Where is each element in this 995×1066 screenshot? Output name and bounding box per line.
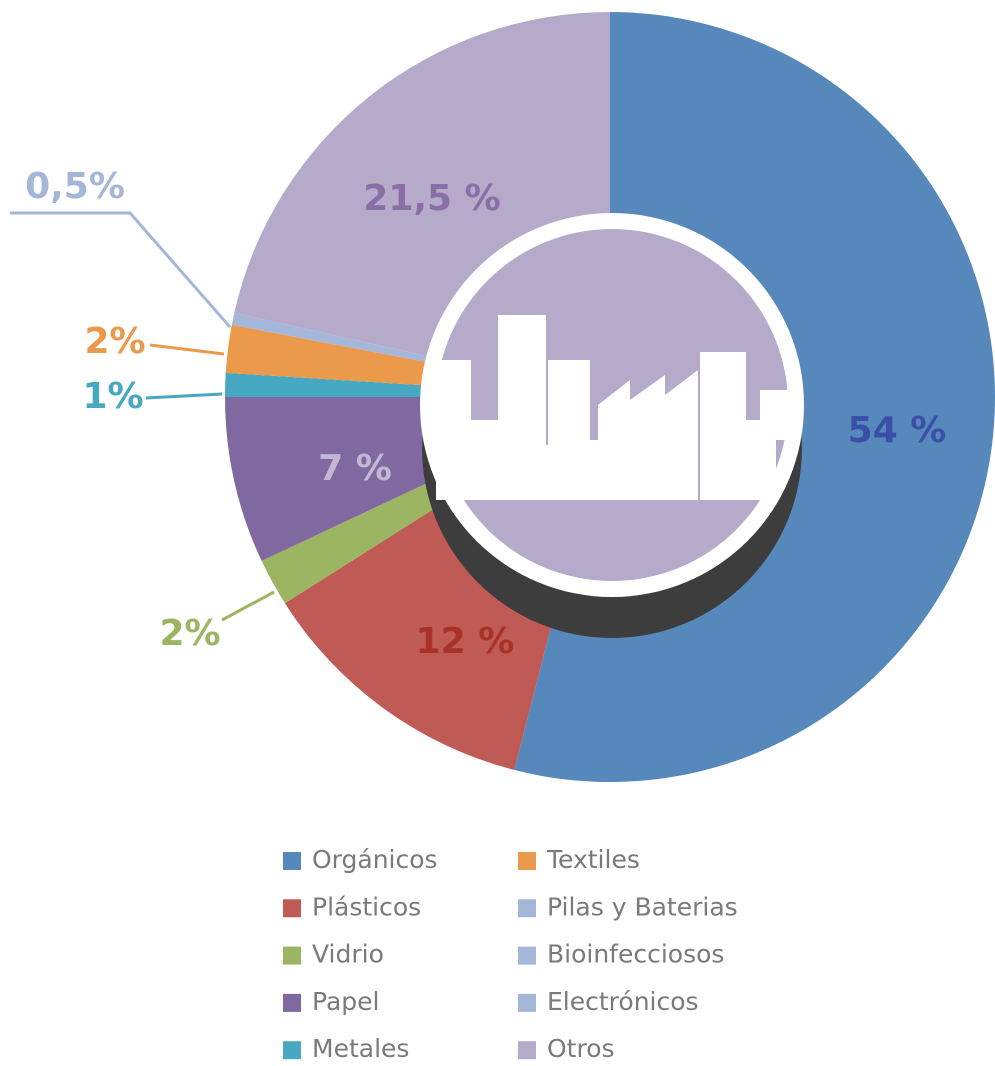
legend-swatch — [283, 946, 301, 965]
legend-label: Orgánicos — [312, 845, 438, 874]
legend-swatch — [518, 993, 536, 1012]
leader-line — [145, 392, 223, 400]
leader-line — [221, 590, 275, 622]
value-label: 21,5 % — [363, 178, 500, 219]
value-label: 54 % — [848, 410, 947, 451]
value-label: 12 % — [416, 621, 515, 662]
leader-line — [10, 211, 232, 328]
leader-line — [149, 343, 225, 356]
value-label: 2% — [159, 613, 220, 654]
legend-label: Textiles — [546, 845, 640, 874]
legend-label: Otros — [547, 1034, 615, 1063]
city-icon — [436, 315, 788, 500]
center-hole — [420, 213, 804, 638]
legend-swatch — [518, 899, 536, 918]
legend-label: Bioinfecciosos — [547, 940, 724, 969]
legend-swatch — [283, 993, 301, 1012]
legend-swatch — [518, 1041, 536, 1060]
legend-label: Papel — [312, 987, 379, 1016]
legend-swatch — [518, 946, 536, 965]
legend-swatch — [283, 899, 301, 918]
legend-swatch — [518, 852, 536, 870]
legend: Orgánicos Plásticos Vidrio Papel Metales Text… — [283, 845, 738, 1063]
leader-lines — [10, 211, 275, 622]
legend-label: Vidrio — [312, 940, 384, 969]
legend-label: Pilas y Baterias — [547, 892, 738, 921]
legend-label: Plásticos — [312, 892, 421, 921]
value-label: 7 % — [318, 448, 392, 489]
value-label: 1% — [82, 376, 143, 417]
value-labels: 54 % 12 % 2% 7 % 1% 2% 0,5% 21,5 % — [25, 166, 946, 662]
value-label: 0,5% — [25, 166, 125, 207]
legend-label: Metales — [312, 1034, 409, 1063]
legend-label: Electrónicos — [547, 987, 699, 1016]
legend-swatch — [283, 1041, 301, 1060]
legend-swatch — [283, 852, 301, 870]
value-label: 2% — [84, 321, 145, 362]
